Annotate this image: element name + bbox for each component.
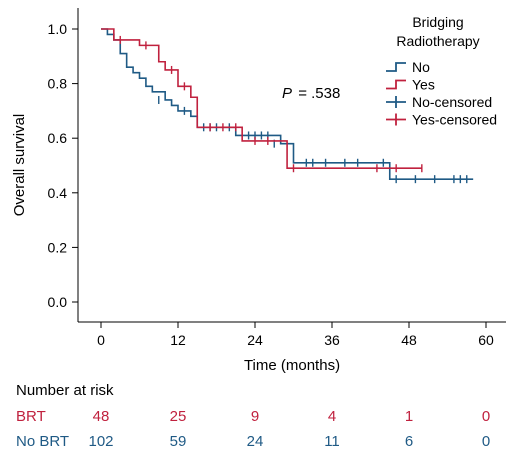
legend-label-no-censored: No-censored (412, 94, 492, 110)
risk-count: 0 (482, 408, 490, 425)
legend-swatch-yes (386, 79, 406, 90)
risk-row-label: BRT (16, 408, 46, 425)
y-tick-label: 0.2 (48, 239, 68, 255)
risk-count: 48 (93, 408, 110, 425)
legend-label-yes: Yes (412, 77, 435, 93)
risk-table-title: Number at risk (16, 382, 114, 399)
risk-count: 6 (405, 433, 413, 450)
p-value-annotation: P = .538 (282, 85, 340, 102)
risk-row-label: No BRT (16, 433, 69, 450)
plot-frame (77, 8, 506, 323)
risk-count: 59 (170, 433, 187, 450)
survival-curve-yes (101, 28, 422, 170)
x-tick-label: 36 (324, 332, 340, 348)
risk-count: 11 (324, 433, 340, 450)
x-axis-label: Time (months) (244, 357, 340, 374)
y-tick-label: 0.6 (48, 130, 68, 146)
y-tick-label: 1.0 (48, 21, 68, 37)
legend-swatch-no (386, 62, 406, 72)
y-axis-label: Overall survival (11, 114, 28, 217)
x-axis-ticks: 0 12 24 36 48 60 (97, 322, 494, 348)
x-tick-label: 60 (478, 332, 494, 348)
y-axis-ticks: 0.0 0.2 0.4 0.6 0.8 1.0 (48, 21, 78, 310)
risk-count: 24 (247, 433, 264, 450)
survival-curves (101, 28, 474, 184)
legend-title-line1: Bridging (412, 14, 463, 30)
risk-count: 25 (170, 408, 187, 425)
risk-table: BRT 48 25 9 4 1 0 No BRT 102 59 24 11 6 0 (16, 408, 490, 450)
x-tick-label: 0 (97, 332, 105, 348)
survival-curve-no (101, 28, 474, 180)
y-tick-label: 0.4 (48, 185, 68, 201)
risk-count: 4 (328, 408, 336, 425)
risk-count: 9 (251, 408, 259, 425)
legend-label-no: No (412, 59, 430, 75)
risk-count: 0 (482, 433, 490, 450)
legend-label-yes-censored: Yes-censored (412, 112, 497, 128)
y-tick-label: 0.0 (48, 294, 68, 310)
y-tick-label: 0.8 (48, 76, 68, 92)
x-tick-label: 12 (170, 332, 186, 348)
p-value-symbol: P (282, 85, 292, 102)
risk-count: 1 (405, 408, 413, 425)
risk-count: 102 (88, 433, 113, 450)
legend-title-line2: Radiotherapy (396, 33, 479, 49)
x-tick-label: 48 (401, 332, 417, 348)
p-value-number: = .538 (298, 85, 340, 102)
x-tick-label: 24 (247, 332, 263, 348)
